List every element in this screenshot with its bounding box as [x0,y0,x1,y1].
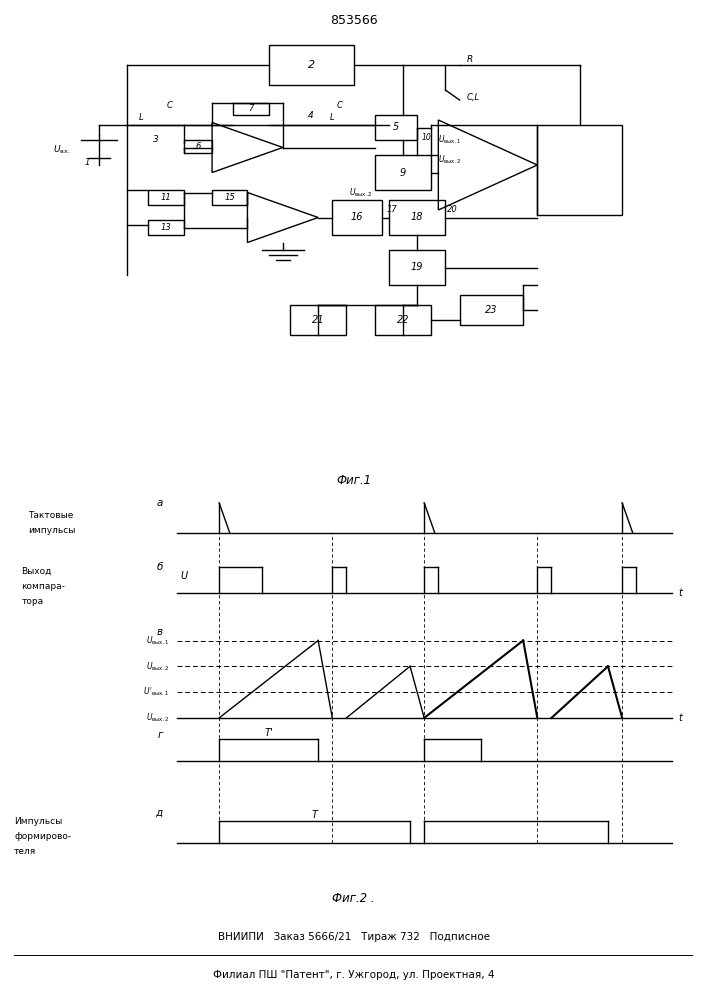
Text: U: U [180,571,187,581]
Bar [332,200,382,235]
Bar [375,155,431,190]
Text: $U'_{\rm вых.1}$: $U'_{\rm вых.1}$ [144,686,170,698]
Text: компара-: компара- [21,582,65,591]
Text: 4: 4 [308,110,314,119]
Text: t: t [679,588,682,598]
Text: 9: 9 [400,167,406,178]
Text: t: t [679,713,682,723]
Text: Импульсы: Импульсы [14,817,62,826]
Bar [375,115,417,140]
Bar [148,220,184,235]
Text: L: L [139,113,144,122]
Text: г: г [157,730,163,740]
Text: импульсы: импульсы [28,526,76,535]
Text: Филиал ПШ "Патент", г. Ужгород, ул. Проектная, 4: Филиал ПШ "Патент", г. Ужгород, ул. Прое… [213,970,494,980]
Text: Фиг.2 .: Фиг.2 . [332,892,375,905]
Text: 22: 22 [397,315,409,325]
Text: $U_{\rm вых.2}$: $U_{\rm вых.2}$ [349,186,373,199]
Text: 7: 7 [248,104,254,113]
Text: $U_{\rm вых.2}$: $U_{\rm вых.2}$ [146,660,170,673]
Text: 5: 5 [393,122,399,132]
Text: 21: 21 [312,315,325,325]
Bar [460,295,523,325]
Text: 13: 13 [160,223,172,232]
Text: 3: 3 [153,135,158,144]
Text: a: a [156,498,163,508]
Text: 1: 1 [85,158,90,167]
Text: Выход: Выход [21,567,52,576]
Text: T: T [312,810,317,820]
Text: ВНИИПИ   Заказ 5666/21   Тираж 732   Подписное: ВНИИПИ Заказ 5666/21 Тираж 732 Подписное [218,932,489,942]
Bar [389,200,445,235]
Text: 10: 10 [421,133,431,142]
Bar [389,250,445,285]
Text: тора: тора [21,597,43,606]
Text: теля: теля [14,847,36,856]
Text: T': T' [264,728,273,738]
Text: 17: 17 [387,206,398,215]
Bar [537,125,622,215]
Text: д: д [156,808,163,818]
Text: R: R [467,55,473,64]
Text: $U_{\rm вых.2}$: $U_{\rm вых.2}$ [438,154,462,166]
Bar [269,45,354,85]
Text: 6: 6 [195,142,201,151]
Text: в: в [156,627,163,637]
Text: $U_{\rm вх.}$: $U_{\rm вх.}$ [53,144,71,156]
Text: Фиг.1: Фиг.1 [336,474,371,487]
Text: $U_{\rm вых.1}$: $U_{\rm вых.1}$ [146,634,170,647]
Text: C: C [167,101,173,109]
Text: б: б [156,562,163,572]
Text: C,L: C,L [467,93,480,102]
Text: 2: 2 [308,60,315,70]
Text: $U_{\rm вых.1}$: $U_{\rm вых.1}$ [438,134,462,146]
Text: 23: 23 [485,305,498,315]
Bar [212,190,247,205]
Bar [148,190,184,205]
Text: C: C [337,101,342,109]
Text: 18: 18 [411,213,423,223]
Text: 19: 19 [411,262,423,272]
Bar [375,305,431,335]
Text: 16: 16 [351,213,363,223]
Bar [290,305,346,335]
Text: 15: 15 [224,193,235,202]
Bar [233,103,269,115]
Text: L: L [330,113,334,122]
Text: 853566: 853566 [329,13,378,26]
Text: $U_{\rm вых.2}$: $U_{\rm вых.2}$ [146,712,170,724]
Text: формирово-: формирово- [14,832,71,841]
Text: Тактовые: Тактовые [28,511,74,520]
Text: 11: 11 [160,193,172,202]
Text: 20: 20 [447,206,458,215]
Bar [184,140,212,152]
